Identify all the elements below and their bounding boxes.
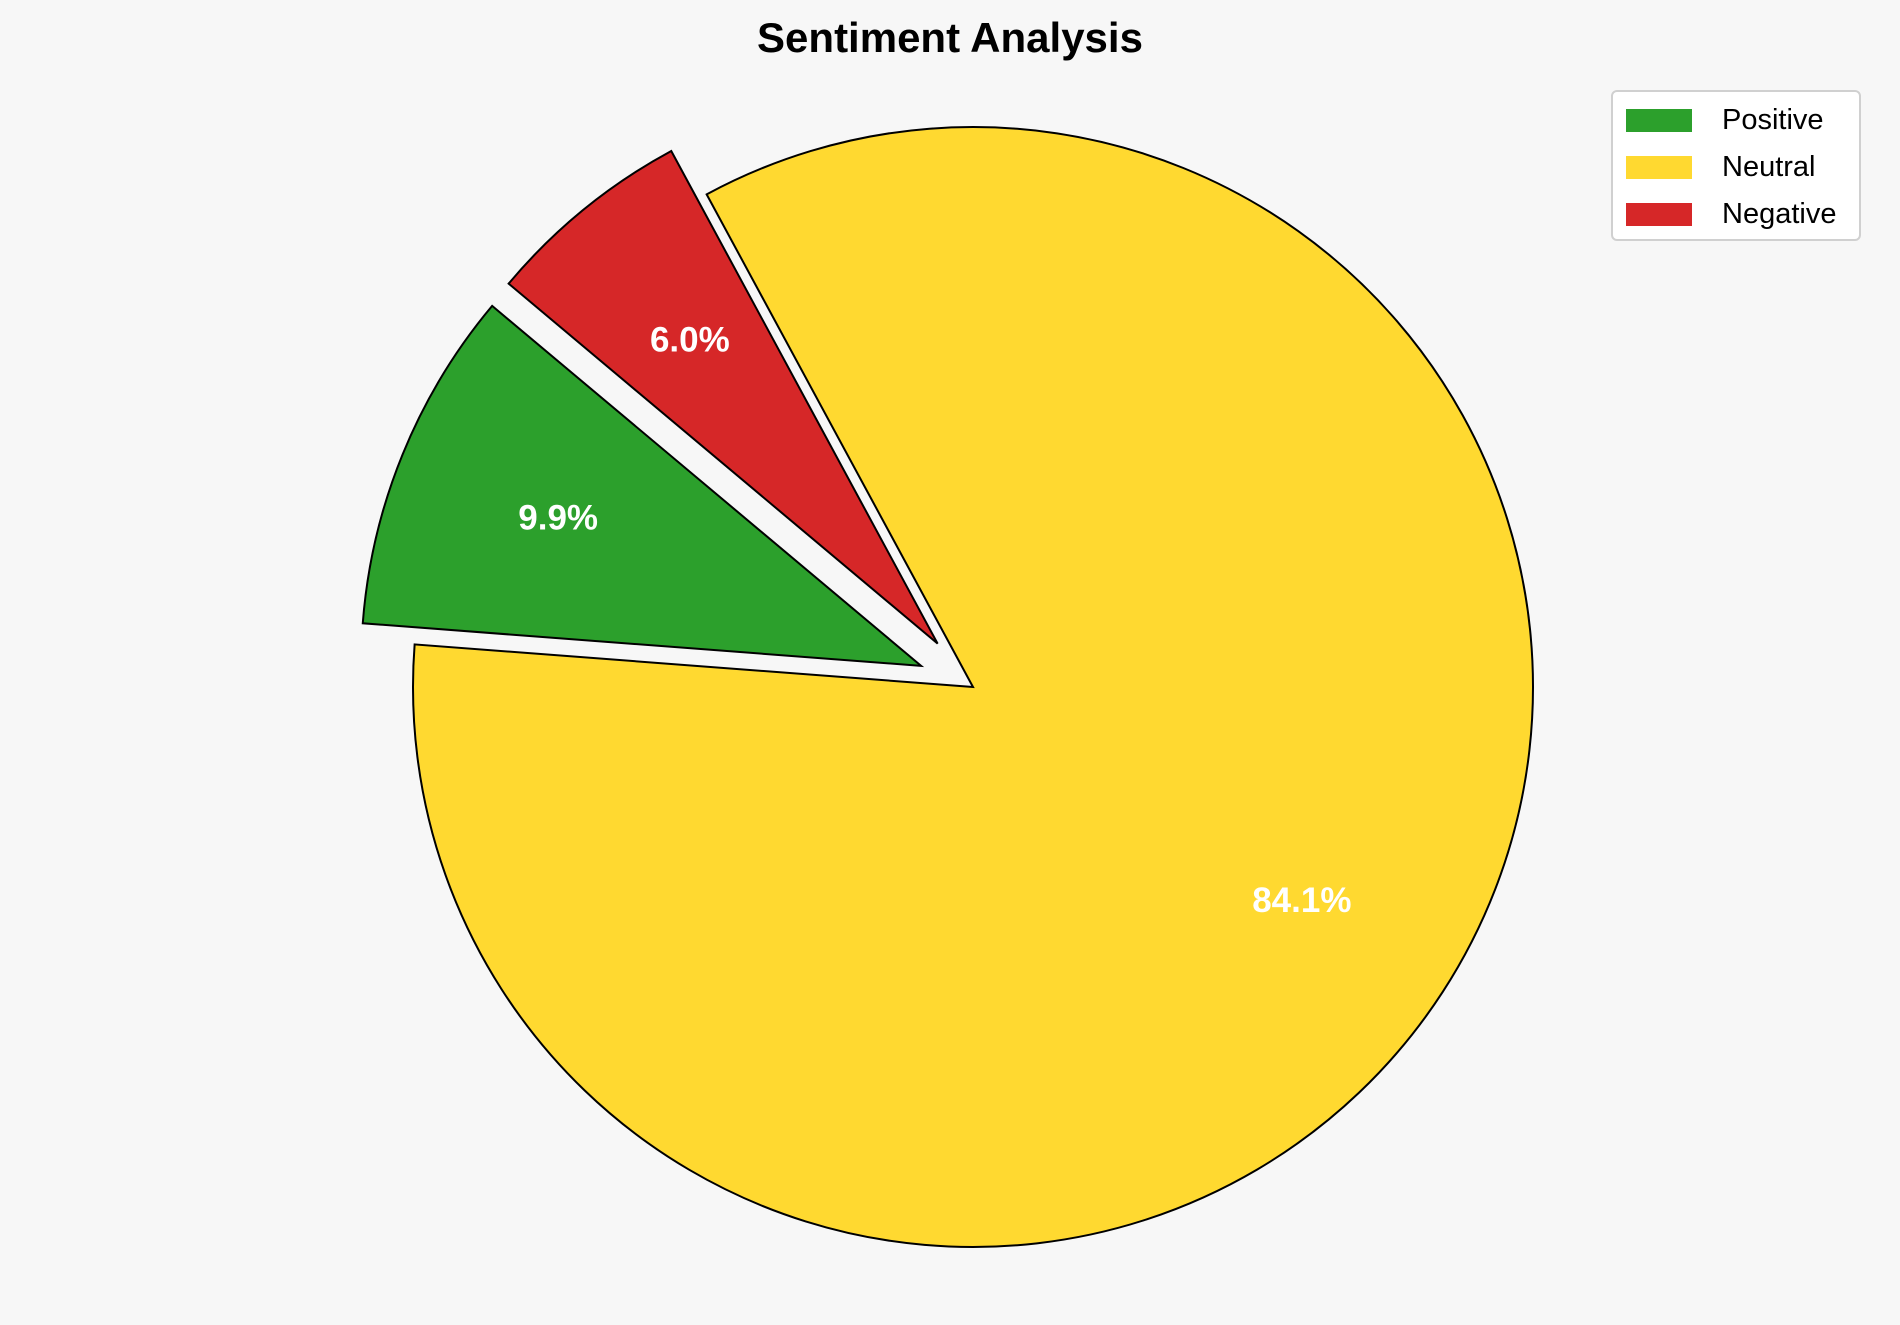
legend-patch-negative xyxy=(1626,202,1692,226)
data-label-negative: 6.0% xyxy=(650,320,730,359)
legend-entry-positive: Positive xyxy=(1626,103,1824,136)
legend: Positive Neutral Negative xyxy=(1611,90,1861,241)
pie-slice-negative xyxy=(507,149,939,645)
legend-label-neutral: Neutral xyxy=(1722,150,1816,183)
data-label-neutral: 84.1% xyxy=(1252,881,1351,920)
pie-slice-positive xyxy=(361,304,925,668)
legend-label-positive: Positive xyxy=(1722,103,1824,136)
chart-title: Sentiment Analysis xyxy=(757,14,1143,61)
legend-patch-neutral xyxy=(1626,155,1692,179)
data-label-positive: 9.9% xyxy=(518,498,598,537)
pie-slice-neutral xyxy=(412,126,1534,1248)
legend-label-negative: Negative xyxy=(1722,197,1837,230)
legend-patch-positive xyxy=(1626,108,1692,132)
legend-entry-neutral: Neutral xyxy=(1626,150,1816,183)
legend-entry-negative: Negative xyxy=(1626,197,1837,230)
